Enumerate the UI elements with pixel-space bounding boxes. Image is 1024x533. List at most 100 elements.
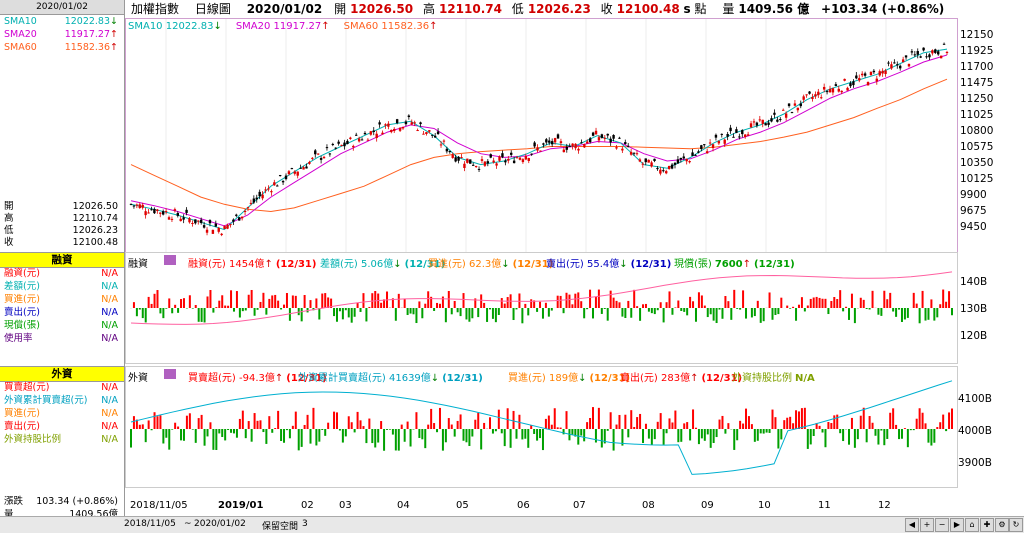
foreign-bar <box>933 429 935 443</box>
candle-body <box>402 127 404 128</box>
keep-space-value[interactable]: 3 <box>302 519 308 529</box>
margin-bar <box>701 295 703 308</box>
candle-body <box>744 135 746 137</box>
foreign-bar <box>724 429 726 434</box>
margin-bar <box>348 308 350 317</box>
candle-body <box>911 51 913 52</box>
range-from[interactable]: 2018/11/05 <box>124 519 176 529</box>
margin-bar <box>842 308 844 311</box>
margin-bar <box>212 308 214 313</box>
refresh-button[interactable]: ↻ <box>1009 518 1023 532</box>
margin-bar <box>839 290 841 308</box>
margin-bar <box>754 308 756 316</box>
margin-list-icon[interactable] <box>164 255 176 265</box>
candle-body <box>650 162 652 166</box>
index-name: 加權指數 <box>131 2 179 16</box>
foreign-bar <box>645 424 647 429</box>
candle-body <box>823 87 825 90</box>
candle-body <box>688 161 690 162</box>
candle-body <box>764 123 766 125</box>
margin-bar <box>904 308 906 319</box>
foreign-bar <box>566 411 568 429</box>
margin-bar <box>486 308 488 322</box>
foreign-bar <box>321 429 323 430</box>
candle-body <box>928 54 930 57</box>
range-to[interactable]: 2020/01/02 <box>194 519 246 529</box>
foreign-chart-panel[interactable] <box>125 366 958 488</box>
candle-body <box>876 79 878 82</box>
candle-body <box>586 142 588 144</box>
foreign-bar <box>230 429 232 433</box>
margin-bar <box>539 302 541 308</box>
candle-body <box>203 225 205 228</box>
foreign-bar <box>827 422 829 429</box>
candle-body <box>162 211 164 214</box>
foreign-bar <box>183 429 185 441</box>
candle-body <box>235 215 237 216</box>
foreign-bar <box>524 429 526 439</box>
foreign-bar <box>424 429 426 448</box>
candle-body <box>645 158 647 162</box>
candle-body <box>507 159 509 161</box>
foreign-bar <box>348 416 350 429</box>
time-axis-label: 05 <box>456 500 469 511</box>
candle-body <box>168 217 170 219</box>
foreign-bar <box>156 416 158 429</box>
cursor-button[interactable]: ✚ <box>980 518 994 532</box>
candle-body <box>574 144 576 148</box>
margin-bar <box>571 304 573 308</box>
candle-body <box>261 195 263 199</box>
candle-body <box>279 175 281 176</box>
margin-bar <box>515 308 517 309</box>
candle-body <box>843 79 845 81</box>
foreign-list-icon[interactable] <box>164 369 176 379</box>
margin-bar <box>292 295 294 308</box>
foreign-bar <box>889 413 891 429</box>
candle-body <box>495 163 497 165</box>
margin-bar <box>483 303 485 308</box>
candle-body <box>601 134 603 138</box>
margin-bar <box>209 290 211 308</box>
price-chart-panel[interactable] <box>125 18 958 253</box>
scroll-left-button[interactable]: ◀ <box>905 518 919 532</box>
margin-bar <box>436 303 438 308</box>
candle-body <box>320 158 322 160</box>
margin-bar <box>901 308 903 322</box>
zoom-out-button[interactable]: − <box>935 518 949 532</box>
foreign-bar <box>374 429 376 447</box>
foreign-bar <box>242 411 244 429</box>
candle-body <box>258 192 260 196</box>
price-axis-label: 11925 <box>960 45 993 57</box>
margin-bar <box>598 290 600 308</box>
foreign-bar <box>922 413 924 429</box>
margin-bar <box>892 308 894 312</box>
zoom-in-button[interactable]: + <box>920 518 934 532</box>
candle-body <box>411 122 413 124</box>
candle-body <box>563 150 565 152</box>
margin-bar <box>583 308 585 318</box>
home-button[interactable]: ⌂ <box>965 518 979 532</box>
candle-body <box>305 167 307 169</box>
foreign-bar <box>751 424 753 429</box>
margin-bar <box>654 308 656 314</box>
margin-bar <box>236 291 238 308</box>
margin-bar <box>536 308 538 312</box>
scroll-right-button[interactable]: ▶ <box>950 518 964 532</box>
candle-body <box>805 94 807 95</box>
candle-body <box>846 88 848 91</box>
foreign-bar <box>327 423 329 429</box>
candle-body <box>390 130 392 132</box>
margin-stat-row: 賣出(元)N/A <box>2 306 120 319</box>
candle-body <box>209 220 211 223</box>
foreign-bar <box>807 429 809 449</box>
candle-body <box>762 120 764 124</box>
settings-button[interactable]: ⚙ <box>995 518 1009 532</box>
candle-body <box>732 137 734 138</box>
margin-bar <box>333 308 335 316</box>
candle-body <box>615 147 617 148</box>
margin-bar <box>866 308 868 309</box>
foreign-bar <box>501 429 503 433</box>
margin-bar <box>159 308 161 313</box>
candle-body <box>852 81 854 85</box>
